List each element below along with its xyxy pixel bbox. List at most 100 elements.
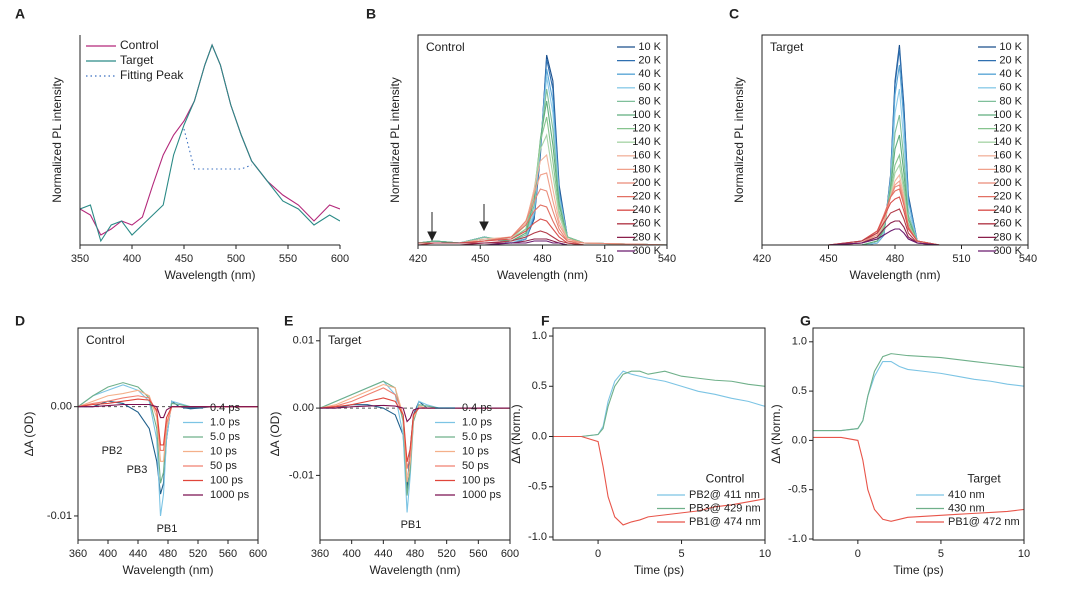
- x-tick-label: 600: [331, 253, 349, 265]
- x-axis-label: Time (ps): [634, 563, 684, 577]
- panel-letter: E: [284, 313, 293, 329]
- x-tick-label: 5: [938, 548, 944, 560]
- legend-label: 220 K: [632, 191, 661, 203]
- y-tick-label: -0.5: [528, 481, 547, 493]
- y-axis-label: ΔA (Norm.): [769, 404, 783, 463]
- legend-label: PB1@ 474 nm: [689, 516, 761, 528]
- panel-letter: C: [729, 6, 739, 22]
- legend-label: 80 K: [999, 95, 1022, 107]
- legend-label: 50 ps: [462, 460, 489, 472]
- x-tick-label: 450: [471, 253, 489, 265]
- series-line: [418, 230, 667, 245]
- y-tick-label: 0.5: [792, 385, 807, 397]
- legend-label: 10 K: [638, 41, 661, 53]
- x-tick-label: 560: [469, 548, 487, 560]
- annotation: PB1: [157, 523, 178, 535]
- x-tick-label: 400: [123, 253, 141, 265]
- series-line: [553, 370, 765, 438]
- x-tick-label: 510: [952, 253, 970, 265]
- x-tick-label: 540: [658, 253, 676, 265]
- x-tick-label: 420: [753, 253, 771, 265]
- legend-label: 10 K: [999, 41, 1022, 53]
- series-line: [183, 128, 252, 170]
- legend-label: 20 K: [638, 55, 661, 67]
- x-tick-label: 600: [249, 548, 267, 560]
- x-tick-label: 480: [159, 548, 177, 560]
- arrow-head: [427, 231, 437, 242]
- panel-title: Control: [86, 333, 125, 347]
- legend-label: 300 K: [993, 245, 1022, 257]
- x-tick-label: 360: [69, 548, 87, 560]
- x-tick-label: 450: [819, 253, 837, 265]
- panel: C 420 450 480 510 540 Wavelength (nm) Normalize…: [729, 6, 1037, 282]
- y-tick-label: -1.0: [528, 531, 547, 543]
- annotation: PB1: [401, 519, 422, 531]
- legend-label: 5.0 ps: [462, 431, 492, 443]
- x-tick-label: 600: [501, 548, 519, 560]
- legend-label: 260 K: [632, 218, 661, 230]
- legend-label: PB1@ 472 nm: [948, 516, 1020, 528]
- plot-frame: [552, 327, 766, 541]
- y-tick-label: 1.0: [792, 336, 807, 348]
- legend-label: 1000 ps: [210, 489, 250, 501]
- annotation: PB3: [127, 464, 148, 476]
- legend-label: 40 K: [999, 68, 1022, 80]
- series-line: [78, 403, 258, 419]
- panel-letter: D: [15, 313, 25, 329]
- x-tick-label: 10: [759, 548, 771, 560]
- legend-title: Control: [706, 472, 745, 486]
- legend-label: 60 K: [638, 82, 661, 94]
- x-axis-label: Time (ps): [893, 563, 943, 577]
- y-tick-label: -1.0: [788, 533, 807, 545]
- legend-label: 100 ps: [210, 474, 244, 486]
- legend-title: Target: [967, 472, 1001, 486]
- y-axis-label: Normalized PL intensity: [50, 77, 64, 203]
- legend-label: 430 nm: [948, 502, 985, 514]
- x-tick-label: 540: [1019, 253, 1037, 265]
- x-tick-label: 480: [533, 253, 551, 265]
- panel-title: Control: [426, 40, 465, 54]
- panel-letter: B: [366, 6, 376, 22]
- y-tick-label: -0.5: [788, 484, 807, 496]
- y-tick-label: 1.0: [532, 330, 547, 342]
- legend-label: 180 K: [632, 163, 661, 175]
- legend-label: 200 K: [993, 177, 1022, 189]
- legend-label: 40 K: [638, 68, 661, 80]
- legend-label: PB2@ 411 nm: [689, 489, 760, 501]
- panel: F 0 5 10 -1.0 -0.5 0.0 0.5 1.0 Time (ps) ΔA (Norm.…: [509, 313, 771, 577]
- panel-title: Target: [328, 333, 362, 347]
- y-tick-label: 0.00: [293, 402, 314, 414]
- x-axis-label: Wavelength (nm): [370, 563, 461, 577]
- y-tick-label: 0.01: [293, 335, 314, 347]
- x-axis-label: Wavelength (nm): [850, 268, 941, 282]
- legend-label: 0.4 ps: [462, 402, 492, 414]
- annotation: PB2: [102, 445, 123, 457]
- legend-label: 200 K: [632, 177, 661, 189]
- legend-label: 140 K: [632, 136, 661, 148]
- y-axis-label: ΔA (OD): [22, 412, 36, 457]
- legend-label: Fitting Peak: [120, 68, 184, 82]
- panel: E 360 400 440 480 520 560 600 0.01 0.00 -0.01 Wavel…: [268, 313, 519, 577]
- legend-label: 280 K: [993, 231, 1022, 243]
- y-axis-label: Normalized PL intensity: [732, 77, 746, 203]
- x-tick-label: 440: [374, 548, 392, 560]
- legend-label: 1.0 ps: [210, 416, 240, 428]
- legend-label: 100 K: [993, 109, 1022, 121]
- x-tick-label: 420: [409, 253, 427, 265]
- panel-letter: F: [541, 313, 550, 329]
- x-tick-label: 440: [129, 548, 147, 560]
- x-tick-label: 510: [596, 253, 614, 265]
- x-tick-label: 520: [189, 548, 207, 560]
- x-tick-label: 480: [406, 548, 424, 560]
- plot-frame: [812, 327, 1025, 541]
- legend-label: Target: [120, 53, 154, 67]
- y-tick-label: 0.0: [532, 430, 547, 442]
- legend-label: 1.0 ps: [462, 416, 492, 428]
- legend-label: 120 K: [632, 123, 661, 135]
- legend-label: 220 K: [993, 191, 1022, 203]
- legend-label: 60 K: [999, 82, 1022, 94]
- y-tick-label: 0.00: [51, 401, 72, 413]
- series-line: [80, 43, 340, 243]
- legend-label: 260 K: [993, 218, 1022, 230]
